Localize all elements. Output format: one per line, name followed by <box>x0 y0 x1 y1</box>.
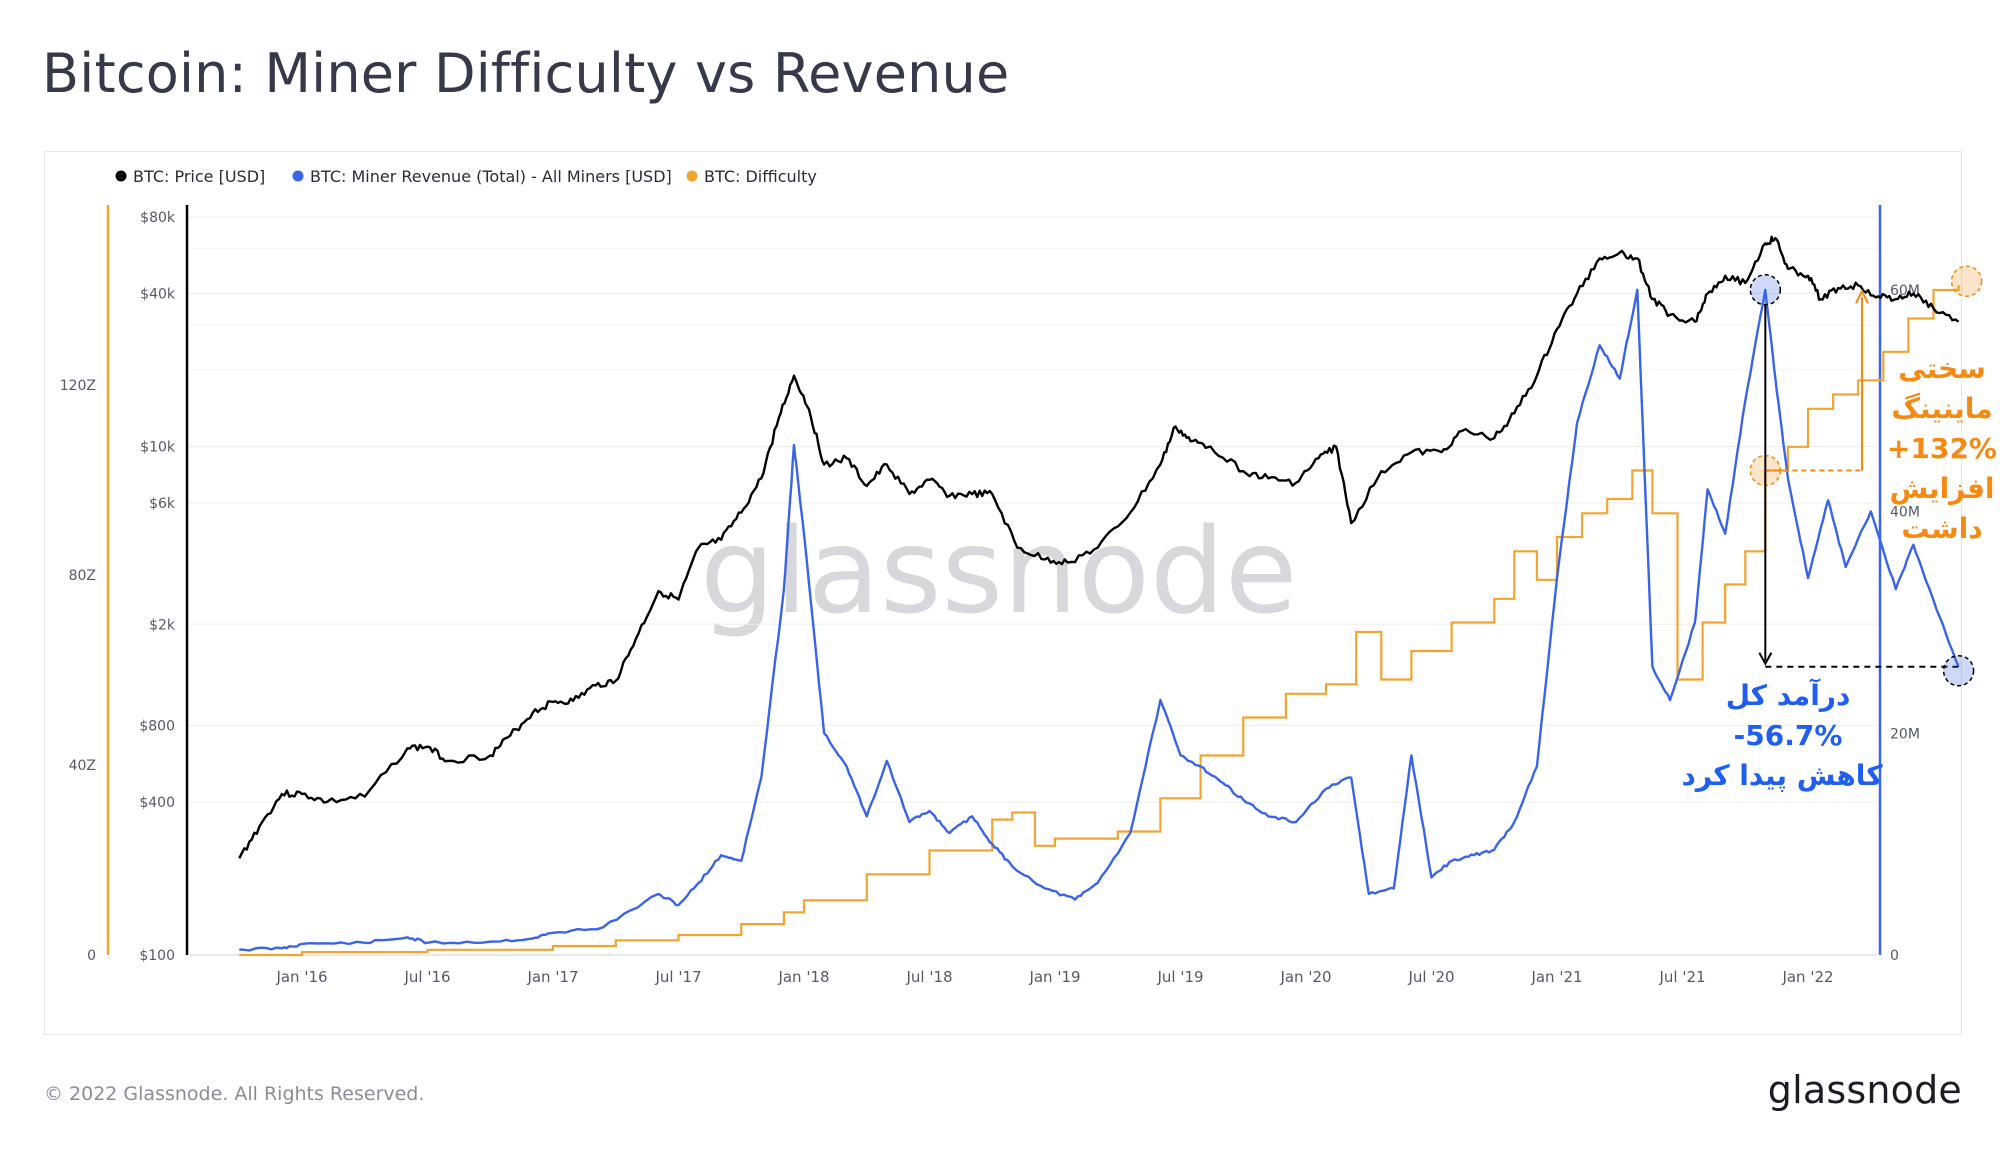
x-tick-label: Jan '19 <box>1028 968 1080 986</box>
x-tick-label: Jul '17 <box>654 968 701 986</box>
price-tick-label: $800 <box>139 718 175 734</box>
gridlines <box>188 216 1877 956</box>
revenue-tick-label: 40M <box>1890 505 1920 521</box>
price-tick-label: $40k <box>140 287 176 303</box>
difficulty-annotation-line: داشت <box>1901 512 1982 545</box>
axes: $100 $400 $800 $2k $6k $10k $40k $80k 0 40Z 80Z 120… <box>60 205 1920 986</box>
revenue-tick-label: 20M <box>1890 726 1920 742</box>
price-tick-label: $10k <box>140 440 176 456</box>
difficulty-arrow-head <box>1855 289 1869 304</box>
x-tick-label: Jan '20 <box>1279 968 1331 986</box>
price-tick-label: $6k <box>149 496 176 512</box>
revenue-annotation-line: درآمد کل <box>1726 678 1851 712</box>
price-tick-label: $400 <box>139 795 175 811</box>
revenue-tick-label: 0 <box>1890 948 1899 964</box>
legend-marker-2 <box>686 170 698 182</box>
difficulty-annotation-line: ماینینگ <box>1891 392 1992 425</box>
price-tick-label: $2k <box>149 617 176 633</box>
series-line-revenue <box>239 288 1960 952</box>
x-tick-label: Jan '17 <box>526 968 578 986</box>
difficulty-tick-label: 40Z <box>69 758 96 774</box>
difficulty-tick-label: 80Z <box>69 568 96 584</box>
legend-marker-1 <box>292 170 304 182</box>
revenue-annotation-line: کاهش پیدا کرد <box>1681 759 1883 792</box>
series-line-price <box>238 235 1960 859</box>
revenue-start-marker <box>1749 274 1782 306</box>
revenue-annotation-line: -56.7% <box>1734 719 1843 752</box>
legend-marker-0 <box>115 170 127 182</box>
difficulty-tick-label: 120Z <box>60 378 96 394</box>
x-tick-label: Jan '21 <box>1530 968 1582 986</box>
difficulty-annotation-line: سختی <box>1898 352 1985 385</box>
x-tick-label: Jul '20 <box>1407 968 1454 986</box>
legend-label-0: BTC: Price [USD] <box>133 167 265 186</box>
x-tick-label: Jul '19 <box>1156 968 1203 986</box>
watermark-text: glassnode <box>700 502 1297 640</box>
revenue-end-marker <box>1942 654 1975 687</box>
revenue-arrow-head <box>1758 652 1773 666</box>
watermark-layer: glassnode <box>700 502 1297 640</box>
difficulty-annotation-line: افزایش <box>1889 472 1994 505</box>
x-tick-label: Jan '18 <box>777 968 829 986</box>
x-tick-label: Jul '16 <box>403 968 450 986</box>
x-tick-label: Jul '21 <box>1658 968 1705 986</box>
chart-frame <box>44 151 1962 1035</box>
legend-label-1: BTC: Miner Revenue (Total) - All Miners … <box>310 167 672 186</box>
difficulty-tick-label: 0 <box>87 948 96 964</box>
price-tick-label: $80k <box>140 210 176 226</box>
annotations: سختی ماینینگ +132% افزایش داشت درآمد کل -56.7%… <box>1681 265 1997 792</box>
x-tick-label: Jan '16 <box>275 968 327 986</box>
x-tick-label: Jul '18 <box>905 968 952 986</box>
difficulty-end-marker <box>1950 265 1983 297</box>
copyright-text: © 2022 Glassnode. All Rights Reserved. <box>44 1083 425 1105</box>
price-tick-label: $100 <box>139 948 175 964</box>
page-title: Bitcoin: Miner Difficulty vs Revenue <box>42 42 1010 105</box>
x-tick-label: Jan '22 <box>1781 968 1833 986</box>
brand-logo[interactable]: glassnode <box>1767 1068 1962 1112</box>
difficulty-annotation-line: +132% <box>1887 432 1997 465</box>
legend-label-2: BTC: Difficulty <box>704 167 817 186</box>
legend: BTC: Price [USD] BTC: Miner Revenue (Tota… <box>115 167 817 186</box>
